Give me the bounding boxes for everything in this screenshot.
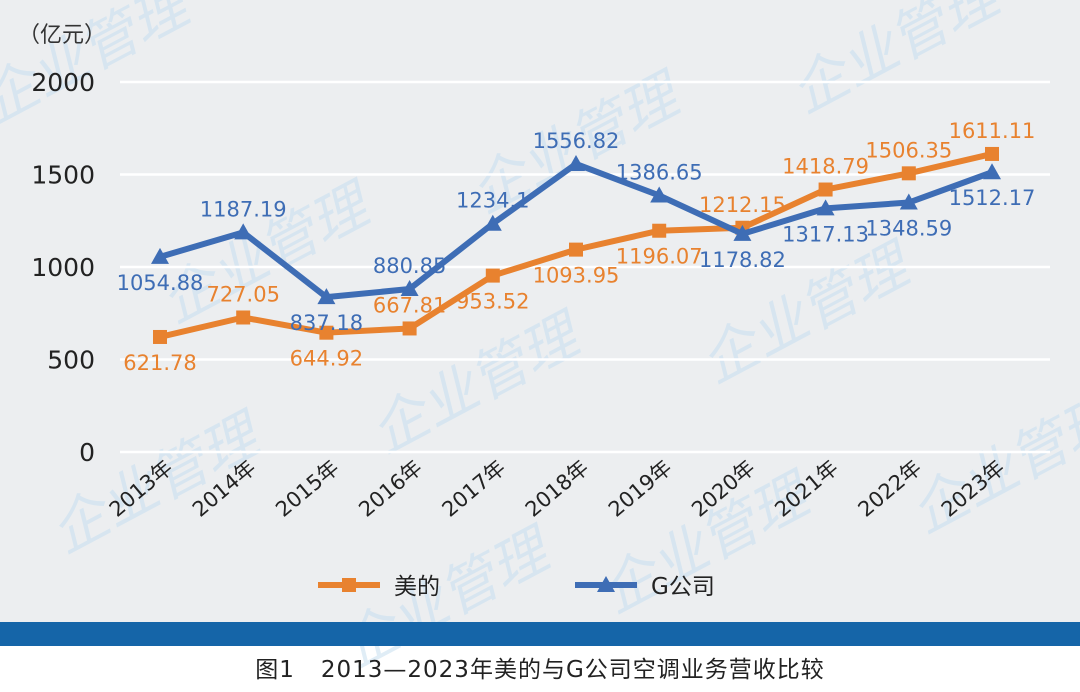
data-point-square bbox=[402, 321, 417, 336]
gridlines bbox=[120, 80, 1050, 454]
figure-caption: 图1 2013—2023年美的与G公司空调业务营收比较 bbox=[0, 650, 1080, 684]
data-point-triangle bbox=[483, 214, 502, 231]
data-label: 727.05 bbox=[206, 282, 279, 306]
data-point-triangle bbox=[983, 163, 1001, 180]
data-point-square bbox=[153, 329, 167, 344]
data-point-triangle bbox=[899, 193, 918, 210]
data-point-triangle bbox=[650, 186, 669, 203]
x-tick-label: 2015年 bbox=[271, 455, 343, 521]
y-tick-label: 2000 bbox=[31, 68, 95, 97]
x-tick-label: 2021年 bbox=[770, 455, 842, 521]
series-lines bbox=[151, 146, 1001, 344]
y-tick-label: 0 bbox=[79, 438, 95, 467]
y-unit-label: （亿元） bbox=[18, 23, 106, 48]
data-point-triangle bbox=[733, 224, 752, 241]
x-tick-label: 2020年 bbox=[687, 455, 759, 521]
x-tick-label: 2013年 bbox=[105, 455, 177, 521]
x-tick-label: 2023年 bbox=[937, 455, 1009, 521]
data-point-square bbox=[818, 182, 833, 197]
x-tick-label: 2014年 bbox=[188, 455, 260, 521]
data-point-triangle bbox=[151, 247, 169, 264]
data-label: 667.81 bbox=[373, 293, 446, 317]
legend-label: G公司 bbox=[651, 574, 715, 600]
data-label: 953.52 bbox=[456, 290, 529, 314]
data-label: 1187.19 bbox=[200, 197, 287, 221]
figure-number: 图1 bbox=[255, 657, 295, 683]
data-label: 644.92 bbox=[290, 347, 363, 371]
data-point-square bbox=[485, 268, 500, 283]
x-axis-ticks: 2013年 2014年 2015年 2016年 2017年 2018年 2019年 2020年… bbox=[105, 455, 1009, 521]
data-label: 1178.82 bbox=[699, 248, 786, 272]
data-label: 1556.82 bbox=[533, 129, 620, 153]
data-point-square bbox=[236, 310, 251, 325]
data-label: 1234.1 bbox=[456, 189, 529, 213]
y-tick-label: 500 bbox=[47, 346, 95, 375]
data-point-square bbox=[652, 223, 667, 238]
y-tick-label: 1500 bbox=[31, 161, 95, 190]
x-tick-label: 2016年 bbox=[354, 455, 426, 521]
chart-background bbox=[0, 0, 1080, 622]
legend: 美的 G公司 bbox=[318, 574, 715, 600]
legend-label: 美的 bbox=[394, 574, 440, 600]
x-tick-label: 2018年 bbox=[521, 455, 593, 521]
data-point-triangle bbox=[317, 288, 336, 305]
data-label: 1054.88 bbox=[117, 271, 204, 295]
caption-band bbox=[0, 622, 1080, 646]
y-tick-label: 1000 bbox=[31, 253, 95, 282]
data-label: 621.78 bbox=[123, 351, 196, 375]
data-point-triangle bbox=[234, 223, 253, 240]
data-label: 1348.59 bbox=[865, 217, 952, 241]
data-label: 1196.07 bbox=[616, 245, 703, 269]
legend-marker-triangle bbox=[597, 576, 615, 592]
data-label: 1611.11 bbox=[949, 119, 1036, 143]
data-label: 1317.13 bbox=[782, 222, 869, 246]
data-label: 1512.17 bbox=[949, 186, 1036, 210]
data-label: 1386.65 bbox=[616, 160, 703, 184]
data-labels: 621.78 727.05 644.92 667.81 953.521093.95119… bbox=[117, 119, 1036, 375]
data-point-triangle bbox=[567, 154, 585, 171]
data-label: 1212.15 bbox=[699, 193, 786, 217]
data-label: 1418.79 bbox=[782, 155, 869, 179]
data-point-triangle bbox=[400, 280, 419, 297]
x-tick-label: 2019年 bbox=[604, 455, 676, 521]
x-tick-label: 2017年 bbox=[438, 455, 510, 521]
data-label: 1506.35 bbox=[865, 138, 952, 162]
data-point-square bbox=[569, 242, 583, 257]
data-label: 1093.95 bbox=[533, 264, 620, 288]
data-point-square bbox=[901, 166, 916, 181]
figure-title: 2013—2023年美的与G公司空调业务营收比较 bbox=[320, 657, 825, 683]
data-label: 880.85 bbox=[373, 254, 446, 278]
data-point-square bbox=[985, 146, 999, 161]
data-point-triangle bbox=[816, 199, 835, 216]
x-tick-label: 2022年 bbox=[854, 455, 926, 521]
data-point-square bbox=[319, 325, 334, 340]
data-label: 837.18 bbox=[290, 311, 363, 335]
y-axis-ticks: 0 500 1000 1500 2000 bbox=[31, 68, 95, 467]
legend-marker-square bbox=[342, 578, 356, 592]
